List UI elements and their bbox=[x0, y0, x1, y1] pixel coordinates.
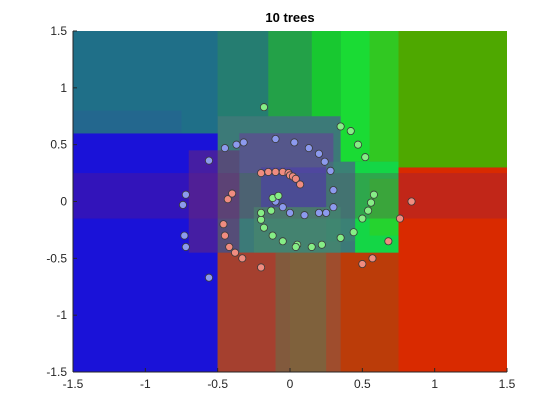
y-axis-ticks: -1.5 -1 -0.5 0 0.5 1 1.5 bbox=[46, 24, 77, 379]
data-point-class_1 bbox=[220, 231, 229, 240]
x-tick-label: 1 bbox=[431, 377, 438, 391]
data-point-class_3 bbox=[367, 198, 376, 207]
data-point-class_2 bbox=[314, 208, 323, 217]
y-tick-label: -1.5 bbox=[46, 365, 67, 379]
data-point-class_1 bbox=[271, 167, 280, 176]
data-point-class_2 bbox=[204, 273, 213, 282]
data-point-class_2 bbox=[300, 211, 309, 220]
data-point-class_1 bbox=[296, 180, 305, 189]
y-tick-label: 0 bbox=[60, 195, 67, 209]
data-point-class_1 bbox=[358, 260, 367, 269]
data-point-class_2 bbox=[326, 166, 335, 175]
data-point-class_3 bbox=[291, 242, 300, 251]
data-points bbox=[178, 103, 416, 282]
region-block bbox=[217, 252, 290, 372]
data-point-class_1 bbox=[223, 195, 232, 204]
data-point-class_1 bbox=[291, 174, 300, 183]
data-point-class_3 bbox=[259, 103, 268, 112]
x-tick-label: 1.5 bbox=[499, 377, 516, 391]
data-point-class_1 bbox=[257, 169, 266, 178]
data-point-class_2 bbox=[290, 138, 299, 147]
decision-regions bbox=[73, 31, 507, 372]
data-point-class_3 bbox=[361, 153, 370, 162]
data-point-class_3 bbox=[307, 242, 316, 251]
data-point-class_1 bbox=[257, 263, 266, 272]
y-tick-label: 1 bbox=[60, 81, 67, 95]
x-tick-label: 0.5 bbox=[354, 377, 371, 391]
x-tick-label: 0 bbox=[287, 377, 294, 391]
region-block bbox=[73, 31, 218, 134]
data-point-class_1 bbox=[384, 237, 393, 246]
data-point-class_3 bbox=[336, 233, 345, 242]
data-point-class_3 bbox=[353, 140, 362, 149]
data-point-class_2 bbox=[304, 144, 313, 153]
data-point-class_2 bbox=[329, 186, 338, 195]
x-tick-label: -1 bbox=[140, 377, 151, 391]
x-tick-label: -1.5 bbox=[63, 377, 84, 391]
data-point-class_2 bbox=[220, 144, 229, 153]
data-point-class_2 bbox=[178, 200, 187, 209]
data-point-class_3 bbox=[364, 206, 373, 215]
data-point-class_2 bbox=[180, 231, 189, 240]
y-tick-label: 1.5 bbox=[50, 24, 67, 38]
x-tick-label: -0.5 bbox=[207, 377, 228, 391]
region-block bbox=[73, 110, 182, 134]
data-point-class_3 bbox=[346, 127, 355, 136]
x-axis-ticks: -1.5 -1 -0.5 0 0.5 1 1.5 bbox=[63, 368, 516, 391]
data-point-class_2 bbox=[204, 156, 213, 165]
region-block bbox=[311, 31, 341, 117]
data-point-class_3 bbox=[257, 208, 266, 217]
data-point-class_1 bbox=[368, 254, 377, 263]
data-point-class_3 bbox=[336, 122, 345, 131]
data-point-class_1 bbox=[228, 189, 237, 198]
region-block bbox=[217, 31, 269, 117]
region-block bbox=[369, 31, 399, 162]
region-block bbox=[326, 161, 356, 242]
y-tick-label: 0.5 bbox=[50, 138, 67, 152]
y-tick-label: -1 bbox=[56, 308, 67, 322]
data-point-class_2 bbox=[278, 203, 287, 212]
region-block bbox=[340, 252, 399, 372]
region-block bbox=[275, 252, 327, 372]
chart-title: 10 trees bbox=[265, 10, 314, 25]
region-block bbox=[369, 178, 399, 236]
data-point-class_2 bbox=[322, 208, 331, 217]
data-point-class_2 bbox=[181, 190, 190, 199]
data-point-class_3 bbox=[349, 228, 358, 237]
y-tick-label: -0.5 bbox=[46, 251, 67, 265]
data-point-class_1 bbox=[225, 242, 234, 251]
data-point-class_3 bbox=[317, 240, 326, 249]
data-point-class_2 bbox=[285, 208, 294, 217]
data-point-class_3 bbox=[369, 190, 378, 199]
region-block bbox=[398, 167, 507, 372]
data-point-class_1 bbox=[219, 220, 228, 229]
data-point-class_3 bbox=[268, 231, 277, 240]
data-point-class_2 bbox=[239, 138, 248, 147]
data-point-class_2 bbox=[232, 140, 241, 149]
data-point-class_2 bbox=[329, 203, 338, 212]
data-point-class_3 bbox=[274, 191, 283, 200]
data-point-class_1 bbox=[231, 248, 240, 257]
data-point-class_3 bbox=[358, 214, 367, 223]
data-point-class_3 bbox=[257, 215, 266, 224]
data-point-class_3 bbox=[278, 237, 287, 246]
region-block bbox=[268, 31, 312, 117]
data-point-class_2 bbox=[181, 242, 190, 251]
data-point-class_2 bbox=[271, 134, 280, 143]
data-point-class_1 bbox=[407, 197, 416, 206]
data-point-class_1 bbox=[264, 167, 273, 176]
data-point-class_1 bbox=[238, 254, 247, 263]
data-point-class_2 bbox=[314, 149, 323, 158]
region-block bbox=[398, 31, 507, 168]
data-point-class_3 bbox=[267, 206, 276, 215]
data-point-class_1 bbox=[395, 214, 404, 223]
data-point-class_3 bbox=[259, 223, 268, 232]
region-block bbox=[188, 150, 240, 253]
data-point-class_2 bbox=[320, 157, 329, 166]
